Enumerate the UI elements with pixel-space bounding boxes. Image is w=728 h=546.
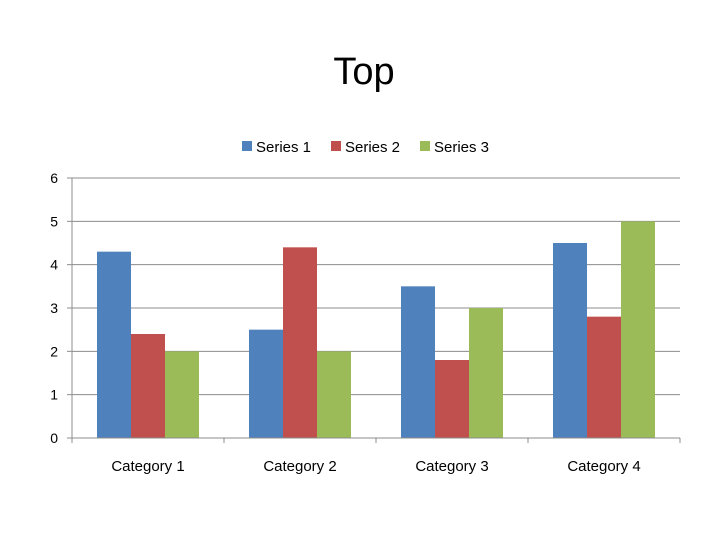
x-axis-ticks: Category 1 Category 2 Category 3 Category 4 (71, 438, 681, 475)
bar-series-1-category-1 (97, 251, 131, 438)
y-tick-label: 1 (50, 387, 58, 403)
legend-label-series-2: Series 2 (345, 139, 400, 156)
y-axis-ticks: 0 1 2 3 4 5 6 (50, 170, 72, 446)
bar-series-3-category-3 (469, 308, 503, 438)
bar-series-3-category-1 (165, 351, 199, 438)
bar-series-2-category-4 (587, 316, 621, 438)
y-tick-label: 3 (50, 300, 58, 316)
y-tick-label: 2 (50, 343, 58, 359)
bar-series-2-category-3 (435, 360, 469, 438)
bar-series-3-category-4 (621, 221, 655, 438)
legend-swatch-series-2 (331, 141, 341, 151)
y-tick-label: 4 (50, 257, 58, 273)
bar-series-2-category-2 (283, 247, 317, 438)
x-tick-label: Category 2 (263, 458, 336, 475)
legend-label-series-1: Series 1 (256, 139, 311, 156)
bar-series-1-category-4 (553, 243, 587, 438)
legend-swatch-series-3 (420, 141, 430, 151)
y-tick-label: 0 (50, 430, 58, 446)
legend-swatch-series-1 (242, 141, 252, 151)
bar-series-1-category-2 (249, 329, 283, 438)
x-tick-label: Category 1 (111, 458, 184, 475)
chart-title: Top (333, 51, 394, 93)
legend-label-series-3: Series 3 (434, 139, 489, 156)
legend: Series 1 Series 2 Series 3 (242, 139, 489, 156)
bar-series-2-category-1 (131, 334, 165, 438)
x-tick-label: Category 4 (567, 458, 640, 475)
bar-series-1-category-3 (401, 286, 435, 438)
bars (97, 221, 655, 438)
x-tick-label: Category 3 (415, 458, 488, 475)
y-tick-label: 5 (50, 213, 58, 229)
y-tick-label: 6 (50, 170, 58, 186)
bar-series-3-category-2 (317, 351, 351, 438)
